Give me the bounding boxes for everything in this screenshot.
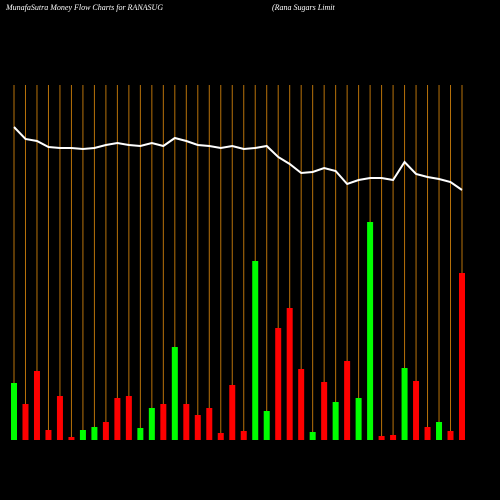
bar [390,435,397,440]
bar [275,328,282,440]
bar [298,369,305,440]
bar [91,427,98,440]
bar [68,437,75,440]
bar [263,411,270,440]
bar [436,422,443,440]
bar [125,396,132,440]
bar [459,273,465,440]
bar [56,396,63,440]
bar [11,383,17,440]
bar [378,436,385,440]
bar [424,427,431,440]
bar [447,431,454,440]
bar [367,222,374,440]
bar [217,433,224,440]
bar [240,431,247,440]
chart-subtitle: (Rana Sugars Limit [272,3,335,12]
bar [401,368,408,440]
bar [332,402,339,440]
bar [194,415,201,440]
bar [171,347,178,440]
bar [183,404,190,440]
bar [22,404,29,440]
money-flow-line [13,126,463,191]
bar [206,408,213,440]
bar [114,398,121,440]
bar [229,385,236,440]
bar [309,432,316,440]
bar [33,371,40,440]
bar [252,261,259,440]
bar [79,430,86,440]
chart-title: MunafaSutra Money Flow Charts for RANASU… [5,3,163,12]
bar [160,404,167,440]
bar [45,430,52,440]
bar [355,398,362,440]
bar [137,428,144,440]
bar [344,361,351,440]
bar [148,408,155,440]
bar [286,308,293,440]
bar [413,381,420,440]
bar [321,382,328,440]
bar [102,422,109,440]
